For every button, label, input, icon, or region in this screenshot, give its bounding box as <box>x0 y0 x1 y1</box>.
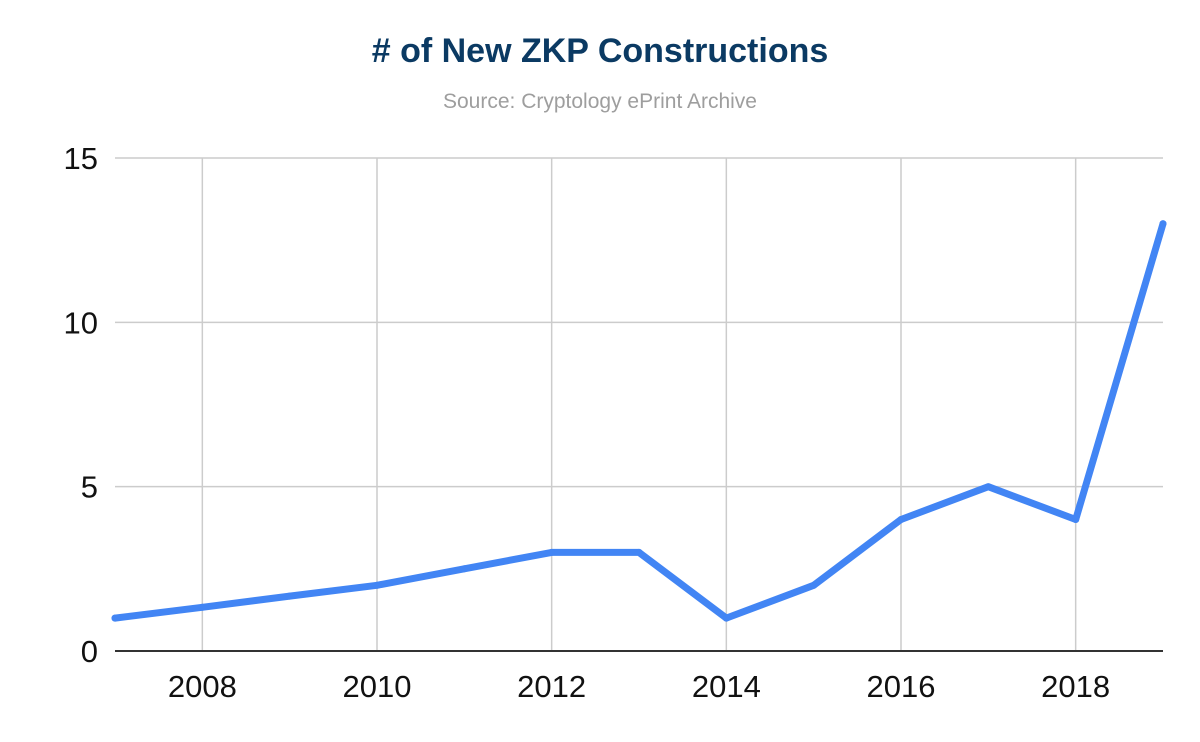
y-tick-label: 15 <box>64 141 98 176</box>
data-point <box>897 516 905 523</box>
data-point <box>198 603 206 611</box>
series-line <box>111 220 1167 622</box>
data-point <box>1159 220 1167 228</box>
data-point <box>722 614 730 622</box>
data-point <box>286 592 294 600</box>
data-point <box>810 581 818 589</box>
x-tick-label: 2012 <box>517 669 586 704</box>
data-point <box>984 483 992 491</box>
data-point <box>373 581 381 589</box>
data-point <box>548 548 556 556</box>
tick-labels: 0 5 10 15 2008 2010 2012 2014 2016 2018 <box>64 141 1111 704</box>
x-tick-label: 2016 <box>867 669 936 704</box>
y-tick-label: 10 <box>64 305 98 340</box>
data-point <box>635 548 643 556</box>
grid <box>115 157 1163 651</box>
chart-title: # of New ZKP Constructions <box>371 32 829 70</box>
y-tick-label: 5 <box>81 470 98 505</box>
x-tick-label: 2014 <box>692 669 761 704</box>
chart-subtitle: Source: Cryptology ePrint Archive <box>443 90 757 113</box>
y-tick-label: 0 <box>81 634 98 669</box>
x-tick-label: 2018 <box>1041 669 1110 704</box>
x-tick-label: 2008 <box>168 669 237 704</box>
x-tick-label: 2010 <box>343 669 412 704</box>
data-point <box>460 565 468 573</box>
data-point <box>1072 516 1080 523</box>
data-point <box>111 614 119 622</box>
series-layer <box>111 220 1167 622</box>
